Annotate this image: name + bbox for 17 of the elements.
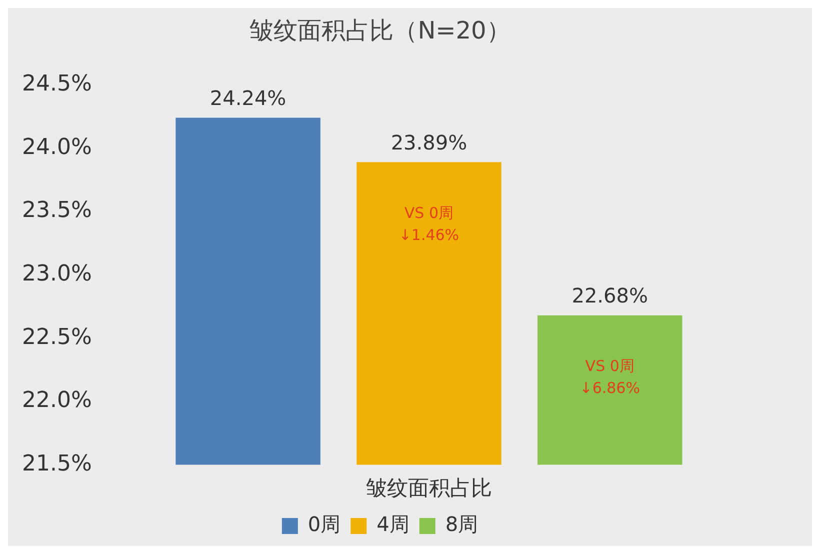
y-tick-label: 24.0%	[22, 134, 92, 160]
annotation: VS 0周 ↓6.86%	[580, 357, 640, 398]
y-tick-label: 23.0%	[22, 262, 92, 287]
y-tick-label: 21.5%	[22, 452, 92, 477]
y-tick-label: 23.5%	[22, 198, 92, 224]
chart-title: 皱纹面积占比（N=20）	[250, 16, 510, 45]
data-label: 24.24%	[210, 86, 286, 110]
data-label: 23.89%	[390, 130, 468, 154]
data-label: 22.68%	[572, 284, 648, 308]
y-tick-label: 24.5%	[22, 72, 92, 97]
y-tick-label: 22.0%	[22, 388, 92, 414]
annotation: VS 0周 ↓1.46%	[398, 204, 460, 244]
legend-label: 0周	[308, 512, 341, 536]
x-axis-title: 皱纹面积占比	[366, 476, 492, 500]
legend-label: 4周	[376, 512, 410, 536]
legend-label: 8周	[445, 512, 478, 536]
y-tick-label: 22.5%	[22, 324, 92, 350]
